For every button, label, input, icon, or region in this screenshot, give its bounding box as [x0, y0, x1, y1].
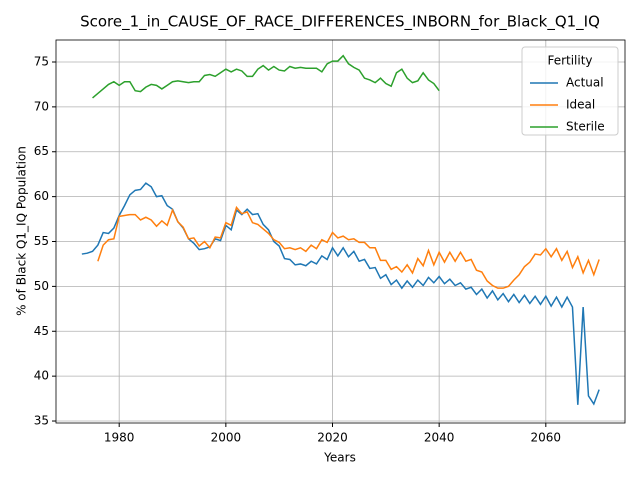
axes-frame [55, 39, 626, 424]
x-tick-label: 2060 [531, 431, 562, 445]
legend-box [521, 46, 619, 136]
data-line [81, 182, 600, 406]
y-tick-label: 55 [34, 234, 49, 248]
x-tick-label: 2000 [211, 431, 242, 445]
y-tick-label: 60 [34, 189, 49, 203]
x-tick-label: 1980 [104, 431, 135, 445]
legend-label: Ideal [566, 98, 595, 112]
legend-title: Fertility [547, 54, 592, 68]
y-tick-label: 45 [34, 324, 49, 338]
y-tick-label: 35 [34, 414, 49, 428]
x-tick-label: 2020 [317, 431, 348, 445]
legend-label: Sterile [566, 120, 605, 134]
x-axis-label: Years [323, 451, 356, 465]
y-tick-label: 70 [34, 99, 49, 113]
y-tick-label: 75 [34, 54, 49, 68]
y-axis-label: % of Black Q1_IQ Population [15, 146, 29, 316]
y-tick-label: 40 [34, 369, 49, 383]
y-tick-label: 50 [34, 279, 49, 293]
data-line [92, 54, 440, 99]
legend-label: Actual [566, 76, 604, 90]
x-tick-label: 2040 [424, 431, 455, 445]
y-tick-label: 65 [34, 144, 49, 158]
chart-title: Score_1_in_CAUSE_OF_RACE_DIFFERENCES_INB… [80, 13, 600, 32]
data-line [97, 205, 600, 289]
plot-area: 35 40 45 50 55 60 65 70 75 1980 2000 2020 2040 2060 Fe… [34, 39, 626, 445]
